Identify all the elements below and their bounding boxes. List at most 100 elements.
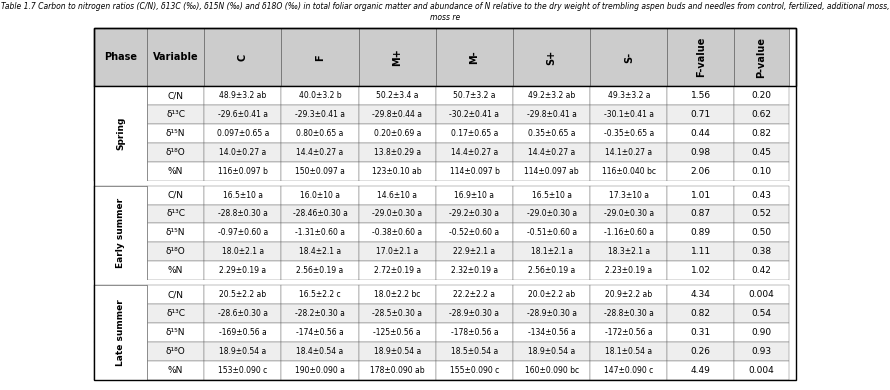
- Bar: [590, 162, 668, 181]
- Bar: [94, 361, 147, 380]
- Bar: [668, 204, 734, 223]
- Bar: [94, 186, 147, 280]
- Bar: [590, 242, 668, 261]
- Bar: [436, 181, 513, 186]
- Bar: [590, 204, 668, 223]
- Text: 0.54: 0.54: [751, 309, 772, 318]
- Text: -29.3±0.41 a: -29.3±0.41 a: [295, 110, 345, 119]
- Bar: [94, 342, 147, 361]
- Bar: [668, 86, 734, 105]
- Text: 0.90: 0.90: [751, 328, 772, 337]
- Text: -0.51±0.60 a: -0.51±0.60 a: [527, 229, 577, 238]
- Bar: [668, 261, 734, 280]
- Bar: [281, 105, 359, 124]
- Bar: [513, 105, 590, 124]
- Bar: [205, 342, 281, 361]
- Text: -29.2±0.30 a: -29.2±0.30 a: [449, 209, 499, 218]
- Bar: [436, 342, 513, 361]
- Text: C/N: C/N: [167, 191, 183, 200]
- Bar: [205, 304, 281, 323]
- Text: 0.38: 0.38: [751, 247, 772, 256]
- Bar: [359, 143, 436, 162]
- Text: 16.5±10 a: 16.5±10 a: [531, 191, 571, 200]
- Text: 2.06: 2.06: [691, 167, 711, 176]
- Bar: [734, 280, 789, 285]
- Bar: [436, 261, 513, 280]
- Bar: [94, 304, 147, 323]
- Text: 18.9±0.54 a: 18.9±0.54 a: [374, 347, 421, 356]
- Bar: [94, 105, 147, 124]
- Text: 147±0.090 c: 147±0.090 c: [604, 366, 653, 375]
- Text: -29.0±0.30 a: -29.0±0.30 a: [527, 209, 577, 218]
- Bar: [205, 105, 281, 124]
- Text: -28.8±0.30 a: -28.8±0.30 a: [604, 309, 654, 318]
- Bar: [359, 280, 436, 285]
- Bar: [94, 86, 147, 181]
- Bar: [281, 361, 359, 380]
- Text: Early summer: Early summer: [116, 198, 125, 268]
- Text: -28.6±0.30 a: -28.6±0.30 a: [218, 309, 268, 318]
- Text: 50.7±3.2 a: 50.7±3.2 a: [453, 91, 496, 100]
- Bar: [147, 242, 205, 261]
- Text: 18.0±2.1 a: 18.0±2.1 a: [222, 247, 264, 256]
- Text: 14.6±10 a: 14.6±10 a: [377, 191, 417, 200]
- Text: C: C: [238, 53, 248, 61]
- Text: 2.29±0.19 a: 2.29±0.19 a: [219, 266, 266, 275]
- Text: 2.32±0.19 a: 2.32±0.19 a: [451, 266, 498, 275]
- Text: 0.097±0.65 a: 0.097±0.65 a: [216, 129, 269, 138]
- Bar: [359, 304, 436, 323]
- Bar: [590, 143, 668, 162]
- Text: 1.56: 1.56: [691, 91, 711, 100]
- Bar: [513, 186, 590, 204]
- Text: 178±0.090 ab: 178±0.090 ab: [370, 366, 425, 375]
- Bar: [436, 28, 513, 86]
- Bar: [668, 361, 734, 380]
- Text: 14.1±0.27 a: 14.1±0.27 a: [605, 148, 652, 157]
- Bar: [205, 261, 281, 280]
- Text: 0.98: 0.98: [691, 148, 711, 157]
- Text: C/N: C/N: [167, 91, 183, 100]
- Bar: [436, 304, 513, 323]
- Bar: [205, 143, 281, 162]
- Bar: [147, 86, 205, 105]
- Text: 0.004: 0.004: [748, 366, 774, 375]
- Text: δ¹⁸O: δ¹⁸O: [166, 347, 185, 356]
- Bar: [734, 28, 789, 86]
- Text: 18.1±0.54 a: 18.1±0.54 a: [605, 347, 652, 356]
- Text: 0.50: 0.50: [751, 229, 772, 238]
- Bar: [590, 186, 668, 204]
- Bar: [281, 28, 359, 86]
- Bar: [94, 86, 147, 105]
- Text: C/N: C/N: [167, 290, 183, 299]
- Text: -178±0.56 a: -178±0.56 a: [450, 328, 498, 337]
- Bar: [205, 285, 281, 304]
- Text: Table 1.7 Carbon to nitrogen ratios (C/N), δ13C (‰), δ15N (‰) and δ18O (‰) in to: Table 1.7 Carbon to nitrogen ratios (C/N…: [1, 2, 889, 21]
- Bar: [147, 204, 205, 223]
- Bar: [513, 361, 590, 380]
- Text: 150±0.097 a: 150±0.097 a: [295, 167, 345, 176]
- Bar: [359, 242, 436, 261]
- Bar: [513, 28, 590, 86]
- Bar: [94, 242, 147, 261]
- Bar: [147, 261, 205, 280]
- Bar: [94, 261, 147, 280]
- Text: %N: %N: [168, 366, 183, 375]
- Text: 0.62: 0.62: [751, 110, 772, 119]
- Bar: [734, 323, 789, 342]
- Bar: [205, 280, 281, 285]
- Bar: [94, 181, 147, 186]
- Bar: [734, 285, 789, 304]
- Text: 1.11: 1.11: [691, 247, 711, 256]
- Text: 18.4±0.54 a: 18.4±0.54 a: [296, 347, 344, 356]
- Text: 50.2±3.4 a: 50.2±3.4 a: [376, 91, 418, 100]
- Text: -134±0.56 a: -134±0.56 a: [528, 328, 576, 337]
- Bar: [436, 162, 513, 181]
- Bar: [94, 28, 147, 86]
- Text: -1.31±0.60 a: -1.31±0.60 a: [295, 229, 345, 238]
- Text: 0.87: 0.87: [691, 209, 711, 218]
- Text: δ¹³C: δ¹³C: [166, 209, 185, 218]
- Text: 22.2±2.2 a: 22.2±2.2 a: [454, 290, 496, 299]
- Text: 2.56±0.19 a: 2.56±0.19 a: [528, 266, 575, 275]
- Bar: [513, 143, 590, 162]
- Bar: [513, 223, 590, 242]
